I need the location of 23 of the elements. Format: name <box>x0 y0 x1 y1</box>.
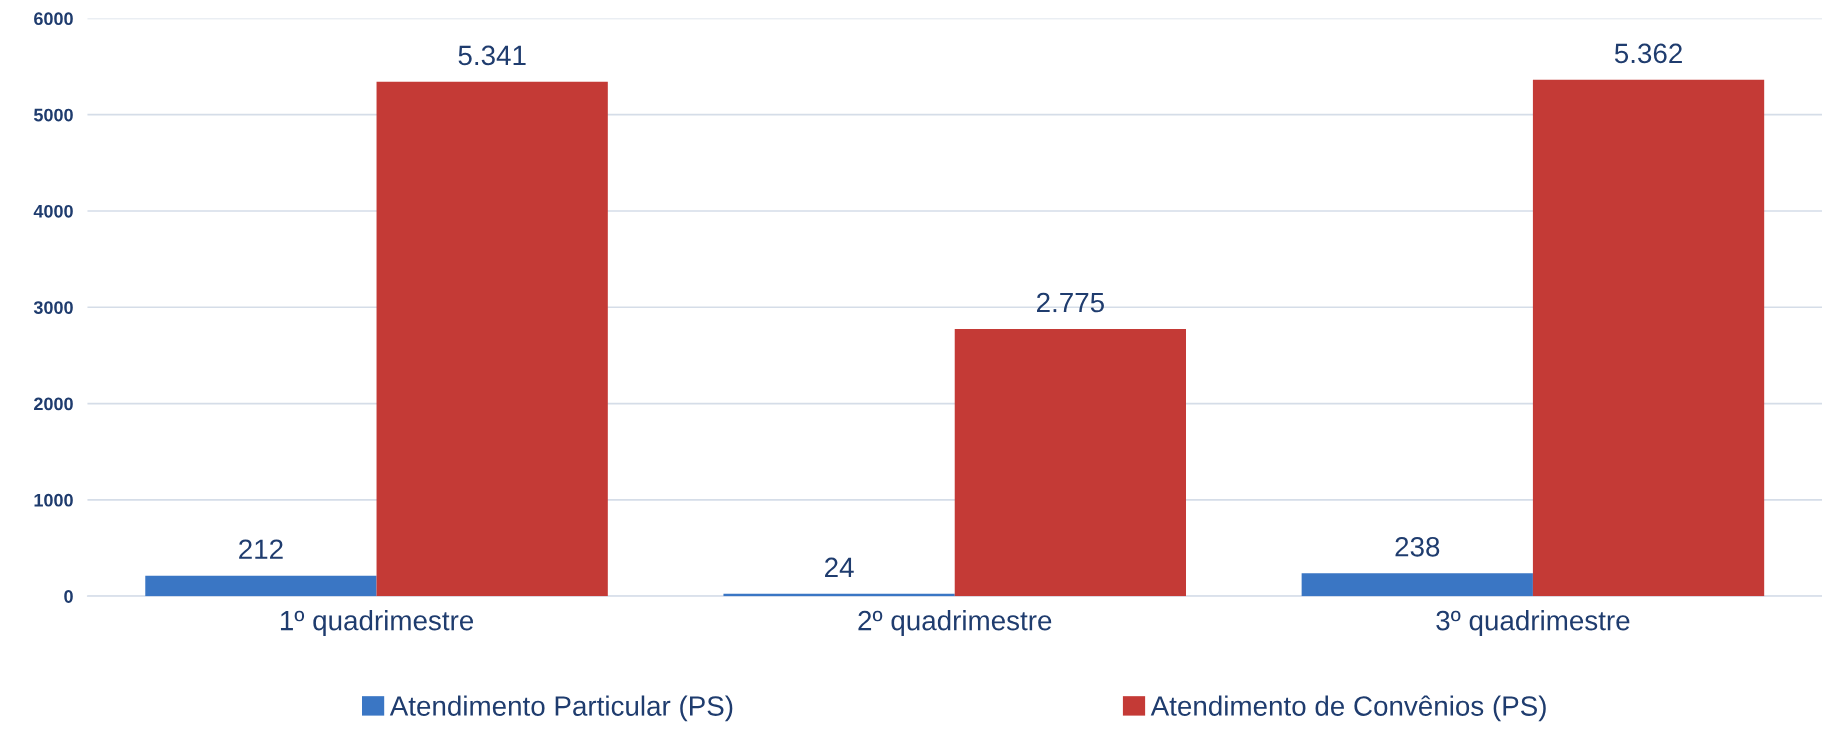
y-tick-label: 1000 <box>34 493 73 507</box>
x-tick-label: 3º quadrimestre <box>1436 610 1630 636</box>
data-label: 5.362 <box>1614 43 1682 64</box>
data-label: 238 <box>1395 536 1440 557</box>
legend-label: Atendimento de Convênios (PS) <box>1150 695 1546 722</box>
x-tick-label: 1º quadrimestre <box>280 610 474 636</box>
data-label: 5.341 <box>458 45 526 66</box>
y-tick-label: 5000 <box>33 108 73 122</box>
y-tick-label: 6000 <box>34 12 73 26</box>
bar <box>1301 573 1533 597</box>
y-tick-label: 0 <box>64 590 73 603</box>
data-label: 24 <box>825 557 854 577</box>
y-tick-label: 4000 <box>33 204 73 218</box>
x-tick-label: 2º quadrimestre <box>858 610 1052 636</box>
y-tick-label: 2000 <box>34 397 73 411</box>
legend-label: Atendimento Particular (PS) <box>389 695 733 722</box>
y-tick-label: 3000 <box>33 301 73 315</box>
data-label: 2.775 <box>1037 292 1104 313</box>
bar <box>1532 79 1765 597</box>
data-label: 212 <box>239 539 283 559</box>
bar <box>145 575 377 597</box>
bar <box>954 328 1186 597</box>
bar <box>376 81 608 597</box>
